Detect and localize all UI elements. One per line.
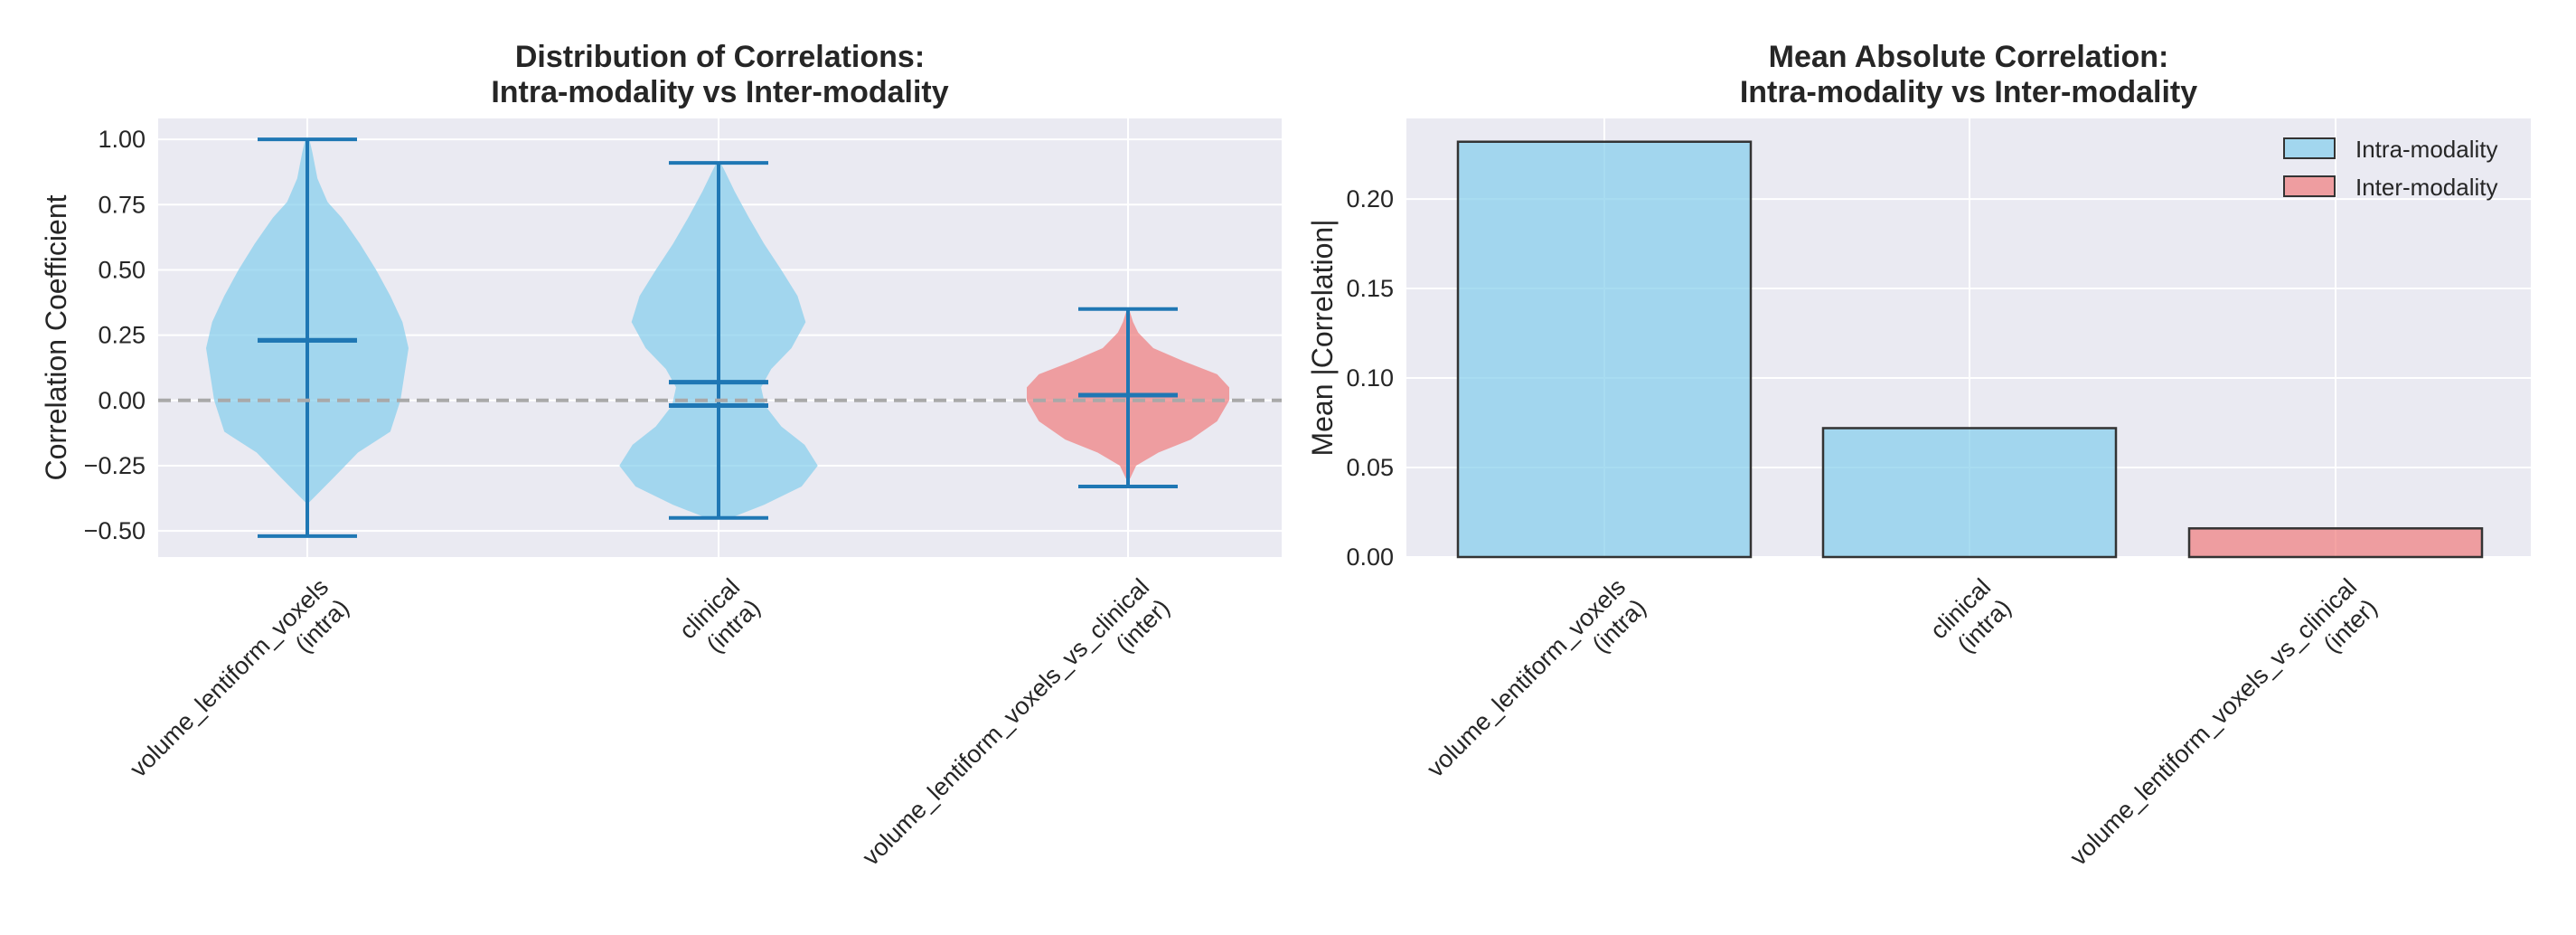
x-tick-label: volume_lentiform_voxels_vs_clinical(inte…: [857, 573, 1175, 892]
y-tick-label: −0.25: [84, 452, 146, 479]
chart-title-line: Mean Absolute Correlation:: [1769, 40, 2169, 74]
bar-panel: 0.00 0.05 0.10 0.15 0.20 volume_lentiform_vox…: [1306, 40, 2531, 892]
chart-title-line: Intra-modality vs Inter-modality: [491, 75, 948, 109]
y-tick-label: 0.75: [98, 191, 146, 218]
x-tick-label-line: volume_lentiform_voxels_vs_clinical: [2064, 573, 2362, 871]
y-tick-label: 0.05: [1346, 454, 1394, 481]
y-tick-label: 0.25: [98, 322, 146, 349]
y-tick-label: 0.00: [1346, 543, 1394, 571]
y-tick-label: 0.00: [98, 387, 146, 414]
y-axis-label: Correlation Coefficient: [40, 194, 72, 480]
legend-swatch: [2283, 137, 2336, 159]
y-tick-label: 0.20: [1346, 185, 1394, 212]
x-tick-label: volume_lentiform_voxels(intra): [1422, 573, 1651, 803]
x-tick-label: volume_lentiform_voxels_vs_clinical(inte…: [2064, 573, 2383, 892]
chart-title-line: Intra-modality vs Inter-modality: [1740, 75, 2197, 109]
bar: [1821, 427, 2118, 559]
y-tick-label: 0.15: [1346, 275, 1394, 302]
y-tick-label: −0.50: [84, 517, 146, 544]
x-tick-label: clinical(intra): [674, 573, 766, 665]
x-tick-label-line: volume_lentiform_voxels_vs_clinical: [857, 573, 1154, 871]
legend-label: Inter-modality: [2355, 174, 2498, 201]
y-tick-label: 1.00: [98, 126, 146, 153]
chart-title-line: Distribution of Correlations:: [515, 40, 925, 74]
x-tick-label: clinical(intra): [1925, 573, 2017, 665]
legend-label: Intra-modality: [2355, 136, 2498, 163]
bar: [1456, 140, 1753, 559]
legend-swatch: [2283, 175, 2336, 197]
y-axis-label: Mean |Correlation|: [1306, 219, 1339, 456]
x-tick-label-line: volume_lentiform_voxels: [1422, 573, 1631, 782]
violin-panel: 1.00 0.75 0.50 0.25 0.00 −0.25 −0.50 volume_len…: [40, 40, 1282, 892]
y-tick-label: 0.50: [98, 256, 146, 283]
x-tick-label: volume_lentiform_voxels(intra): [125, 573, 354, 803]
legend: Intra-modality Inter-modality: [2283, 136, 2498, 201]
bar: [2187, 527, 2484, 559]
x-tick-label-line: volume_lentiform_voxels: [125, 573, 334, 782]
y-tick-label: 0.10: [1346, 364, 1394, 392]
